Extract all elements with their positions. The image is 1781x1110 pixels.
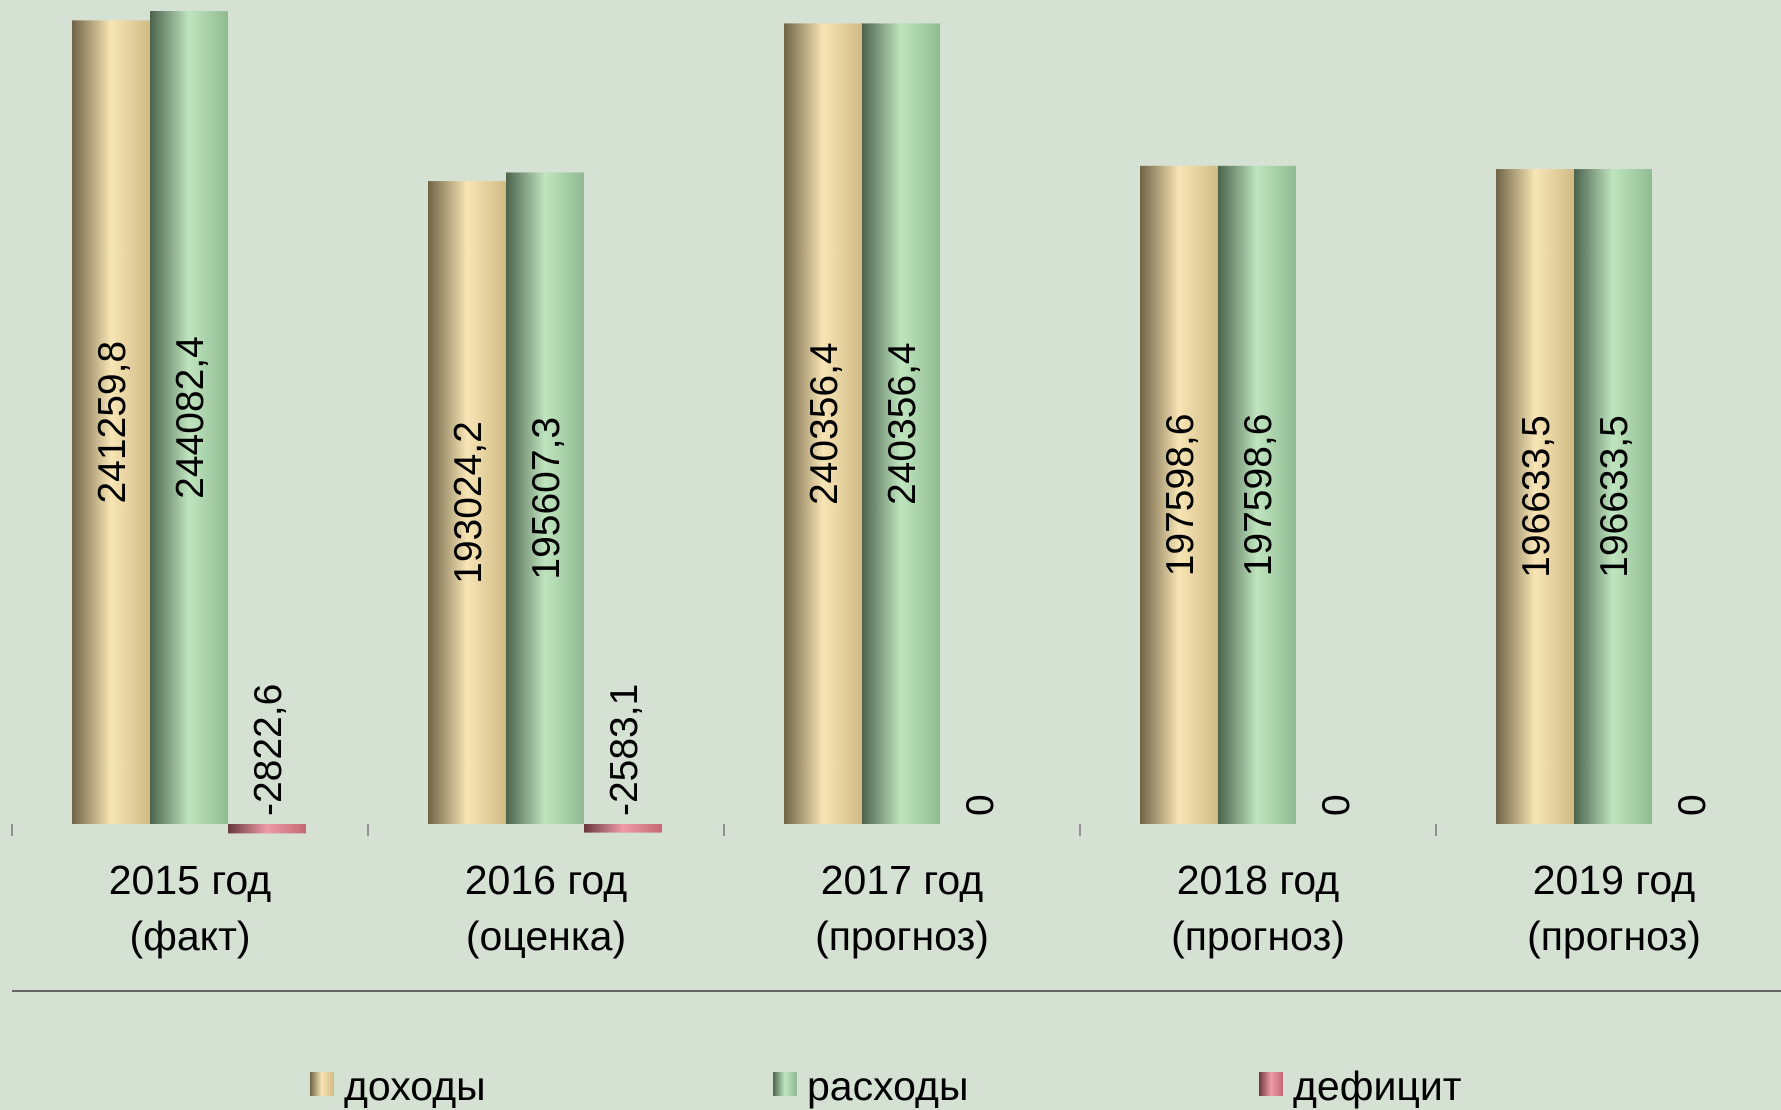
bar bbox=[506, 172, 584, 825]
bar bbox=[1140, 165, 1218, 825]
bar bbox=[1218, 165, 1296, 825]
x-tick-label: 2017 год (прогноз) bbox=[815, 857, 989, 959]
data-label: 244082,4 bbox=[169, 336, 212, 499]
data-label: 197598,6 bbox=[1237, 414, 1280, 577]
bar bbox=[150, 11, 228, 824]
legend-label: доходы bbox=[344, 1063, 486, 1109]
data-label: 0 bbox=[1315, 794, 1358, 816]
bar bbox=[584, 824, 662, 833]
data-label: 0 bbox=[959, 794, 1002, 816]
bar bbox=[862, 23, 940, 825]
data-label: 196633,5 bbox=[1593, 415, 1636, 578]
data-label: 240356,4 bbox=[803, 342, 846, 505]
legend-label: расходы bbox=[807, 1063, 968, 1109]
data-label: 197598,6 bbox=[1159, 414, 1202, 577]
legend-label: дефицит bbox=[1293, 1063, 1462, 1109]
data-label: 240356,4 bbox=[881, 342, 924, 505]
data-label: 241259,8 bbox=[91, 341, 134, 504]
data-label: 0 bbox=[1671, 794, 1714, 816]
data-label: -2583,1 bbox=[603, 684, 646, 816]
legend-swatch bbox=[310, 1072, 334, 1096]
bar bbox=[72, 20, 150, 825]
legend-swatch bbox=[773, 1072, 797, 1096]
bar bbox=[428, 181, 506, 824]
bar bbox=[784, 23, 862, 825]
x-tick-label: 2015 год (факт) bbox=[108, 857, 272, 959]
data-label: 193024,2 bbox=[447, 421, 490, 584]
x-tick-label: 2018 год (прогноз) bbox=[1171, 857, 1345, 959]
x-tick-label: 2016 год (оценка) bbox=[464, 857, 628, 959]
data-label: 196633,5 bbox=[1515, 415, 1558, 578]
x-tick-label: 2019 год (прогноз) bbox=[1527, 857, 1701, 959]
legend-swatch bbox=[1259, 1072, 1283, 1096]
bar bbox=[228, 824, 306, 834]
bar bbox=[1574, 169, 1652, 824]
data-label: -2822,6 bbox=[247, 684, 290, 816]
data-label: 195607,3 bbox=[525, 417, 568, 580]
bar bbox=[1496, 169, 1574, 824]
